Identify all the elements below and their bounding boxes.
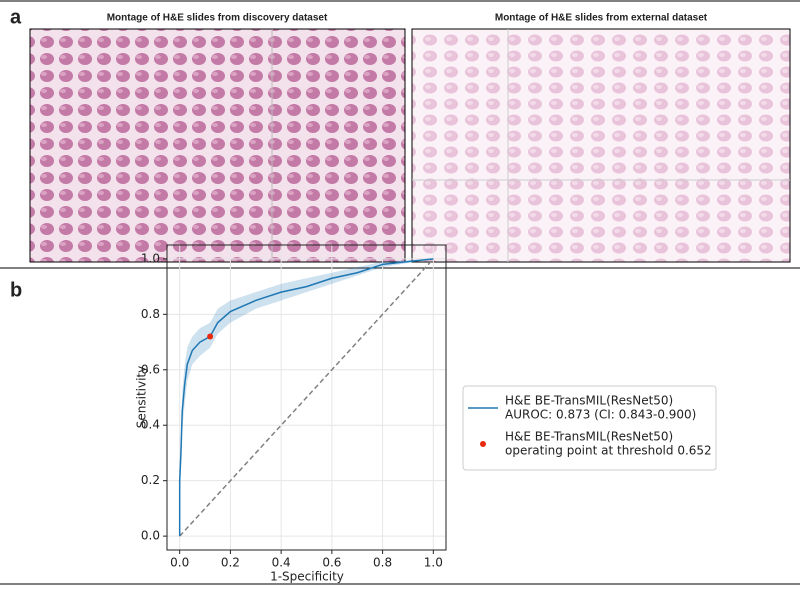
y-axis-label: Sensitivity <box>135 366 149 428</box>
legend-label: operating point at threshold 0.652 <box>505 444 712 458</box>
legend-swatch <box>480 441 486 447</box>
y-tick-label: 0.0 <box>141 529 160 543</box>
operating-point <box>207 333 214 340</box>
x-tick-label: 0.0 <box>170 556 189 570</box>
y-tick-label: 0.4 <box>141 418 160 432</box>
x-tick-label: 0.2 <box>221 556 240 570</box>
reference-line <box>179 258 434 537</box>
legend <box>462 385 717 471</box>
panel-label: a <box>10 6 22 28</box>
x-tick-label: 1.0 <box>424 556 443 570</box>
x-tick-label: 0.6 <box>322 556 341 570</box>
montage-image <box>29 28 406 263</box>
montage-title: Montage of H&E slides from external data… <box>495 13 708 24</box>
roc-curve <box>178 258 434 537</box>
legend-label: H&E BE-TransMIL(ResNet50) <box>505 430 673 444</box>
montage-image <box>411 28 791 263</box>
x-tick-label: 0.4 <box>272 556 291 570</box>
montage-title: Montage of H&E slides from discovery dat… <box>107 13 328 24</box>
legend-label: H&E BE-TransMIL(ResNet50) <box>505 394 673 408</box>
y-tick-label: 0.2 <box>141 473 160 487</box>
y-tick-label: 0.8 <box>141 307 160 321</box>
plot-frame <box>166 244 447 551</box>
y-tick-label: 1.0 <box>141 251 160 265</box>
x-axis-label: 1-Specificity <box>270 570 344 584</box>
x-tick-label: 0.8 <box>373 556 392 570</box>
legend-label: AUROC: 0.873 (CI: 0.843-0.900) <box>505 408 696 422</box>
panel-label: b <box>10 279 22 301</box>
y-tick-label: 0.6 <box>141 362 160 376</box>
